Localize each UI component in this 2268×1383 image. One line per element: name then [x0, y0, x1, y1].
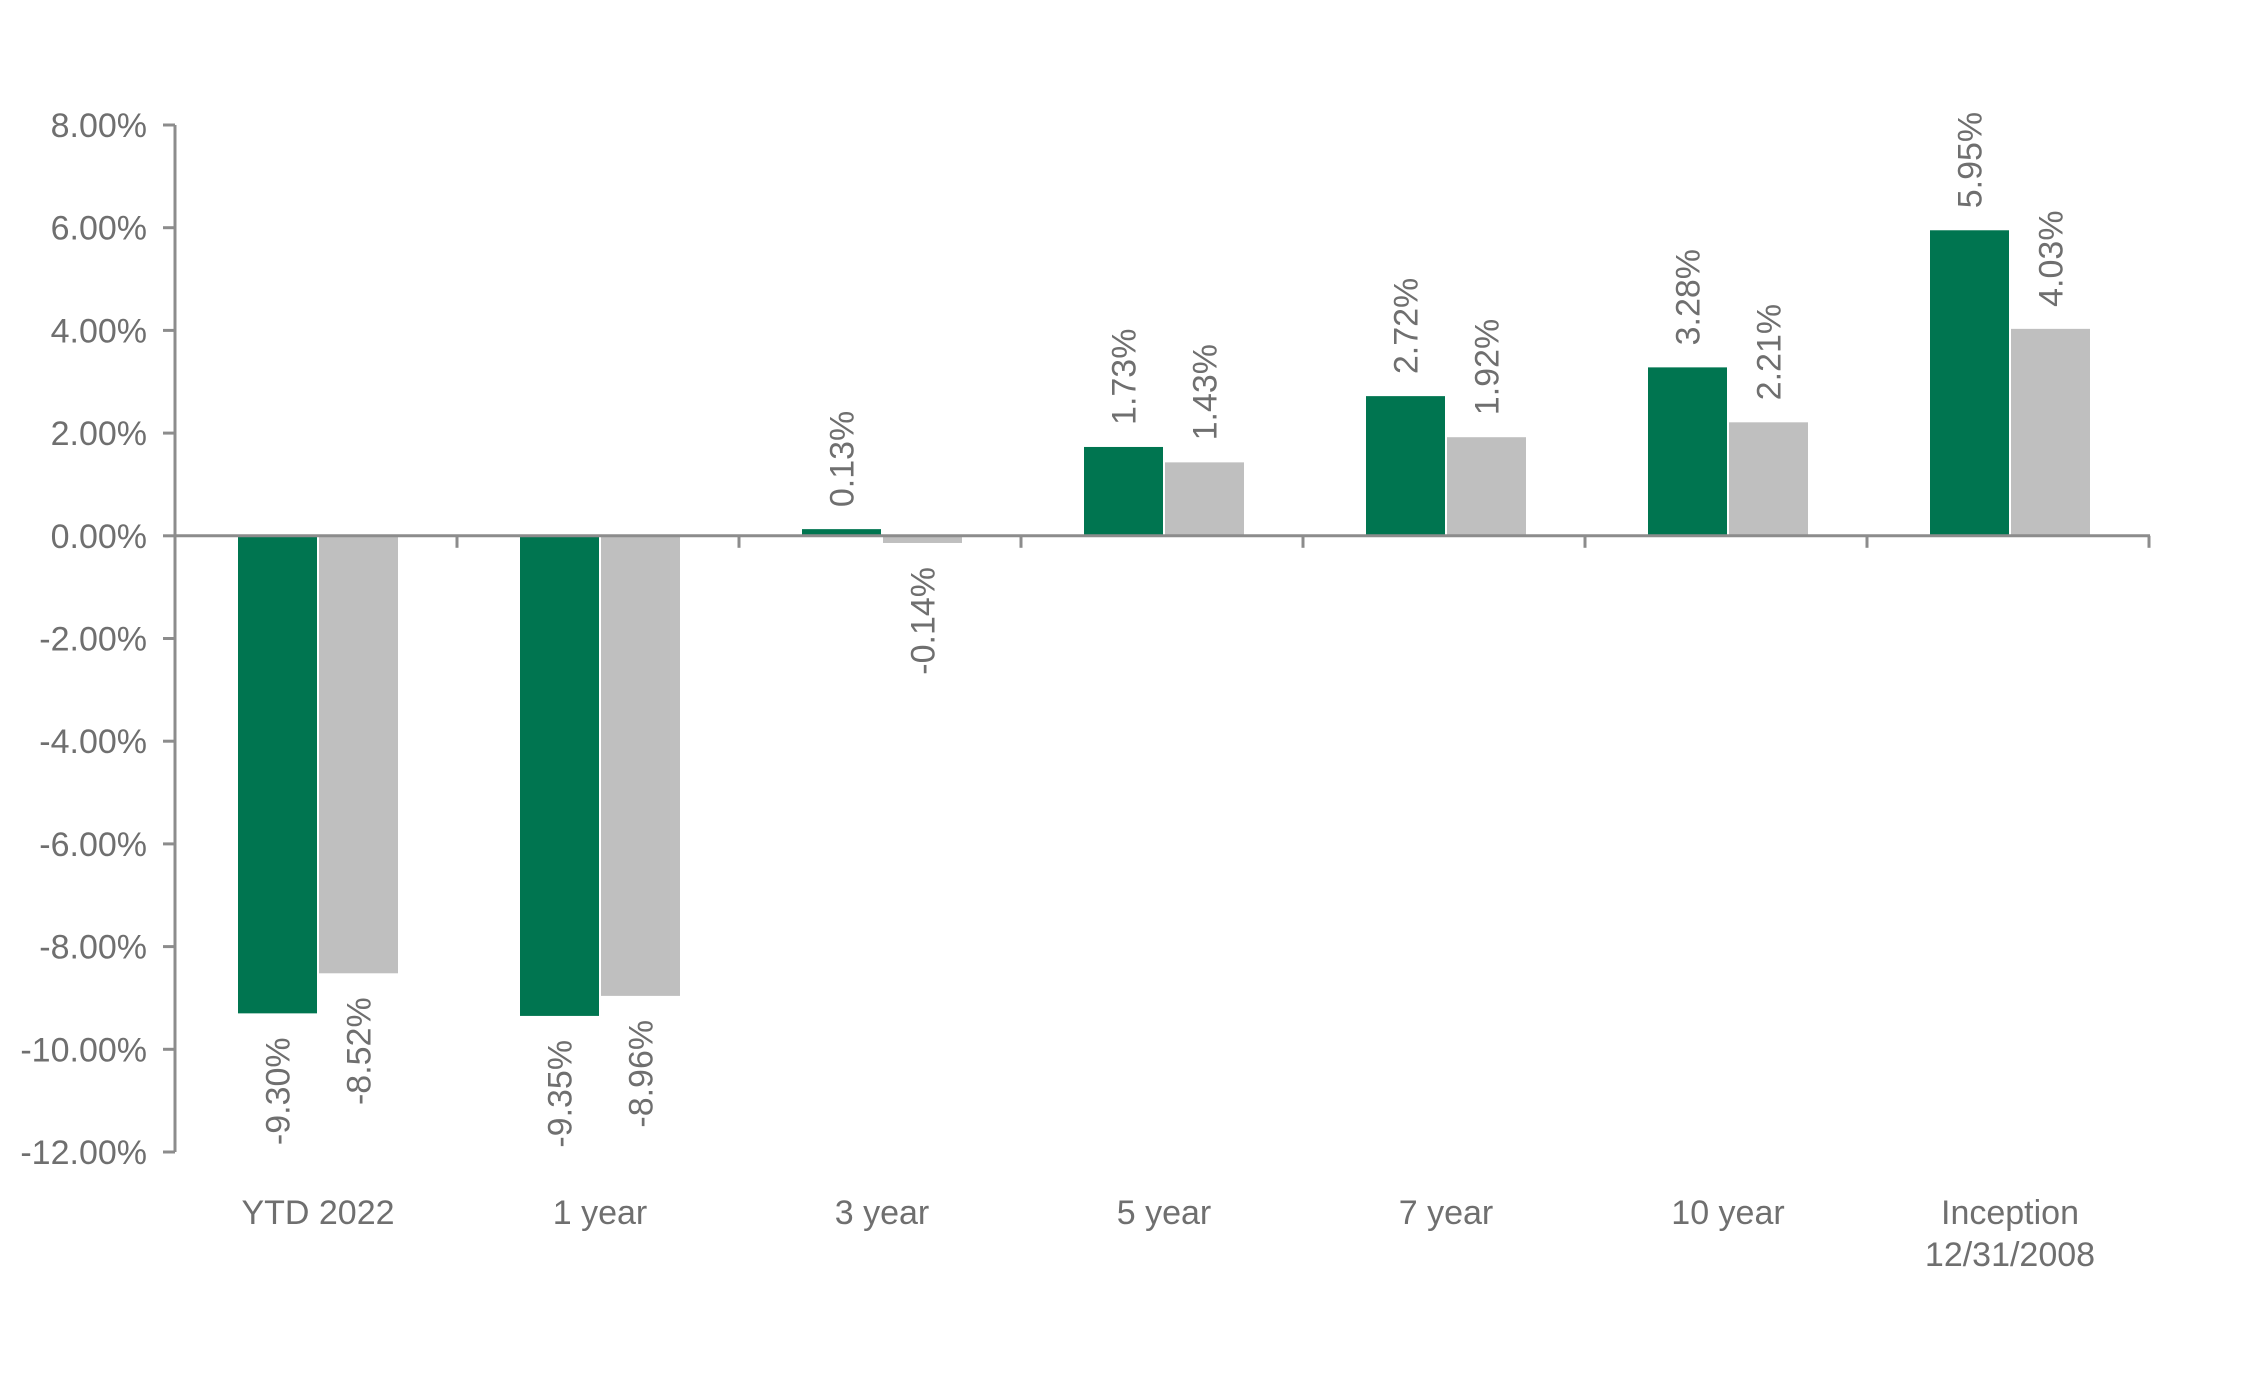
data-labels: -9.30% -9.35% 0.13% 1.73% 2.72% 3.28% 5.95% -8.… [260, 112, 2071, 1148]
bar-s0-5 [1648, 367, 1727, 536]
bar-s0-2 [802, 529, 881, 536]
y-tick-label-8: -8.00% [39, 929, 147, 967]
bar-s0-0 [238, 535, 317, 1014]
bar-s1-1 [601, 535, 680, 996]
axes-group [173, 125, 2151, 1152]
x-category-label-4: 7 year [1399, 1194, 1494, 1232]
data-label-s0-0: -9.30% [260, 1037, 298, 1145]
data-label-s1-0: -8.52% [341, 997, 379, 1105]
data-label-s1-3: 1.43% [1187, 344, 1225, 440]
y-tick-label-4: 0.00% [51, 518, 147, 556]
data-label-s1-2: -0.14% [905, 567, 943, 675]
bar-s1-2 [883, 535, 962, 543]
bar-s1-0 [319, 535, 398, 974]
x-category-label-1: 1 year [553, 1194, 648, 1232]
y-tick-label-2: 4.00% [51, 312, 147, 350]
bars-group [238, 230, 2090, 1016]
x-axis-categories: YTD 2022 1 year 3 year 5 year 7 year 10 year I… [241, 1194, 2095, 1274]
bar-s1-6 [2011, 328, 2090, 536]
x-category-label-2: 3 year [835, 1194, 930, 1232]
data-label-s0-3: 1.73% [1106, 329, 1144, 425]
x-category-label-6-line0: Inception [1941, 1194, 2079, 1232]
bar-s1-4 [1447, 437, 1526, 536]
data-label-s0-1: -9.35% [542, 1040, 580, 1148]
data-label-s1-1: -8.96% [623, 1020, 661, 1128]
data-label-s0-6: 5.95% [1952, 112, 1990, 208]
data-label-s1-5: 2.21% [1751, 304, 1789, 400]
x-category-label-5: 10 year [1671, 1194, 1784, 1232]
data-label-s1-6: 4.03% [2033, 210, 2071, 306]
bar-s0-6 [1930, 230, 2009, 536]
data-label-s1-4: 1.92% [1469, 319, 1507, 415]
y-tick-label-0: 8.00% [51, 107, 147, 145]
y-tick-label-6: -4.00% [39, 723, 147, 761]
bar-s1-5 [1729, 422, 1808, 536]
data-label-s0-4: 2.72% [1388, 278, 1426, 374]
bar-s0-4 [1366, 396, 1445, 536]
data-label-s0-2: 0.13% [824, 411, 862, 507]
x-category-label-0: YTD 2022 [241, 1194, 394, 1232]
y-tick-label-5: -2.00% [39, 621, 147, 659]
bar-s0-3 [1084, 446, 1163, 536]
bar-s1-3 [1165, 462, 1244, 536]
y-tick-label-7: -6.00% [39, 826, 147, 864]
data-label-s0-5: 3.28% [1670, 249, 1708, 345]
x-category-label-3: 5 year [1117, 1194, 1212, 1232]
y-tick-label-10: -12.00% [20, 1134, 147, 1172]
x-category-label-6-line1: 12/31/2008 [1925, 1236, 2095, 1274]
y-tick-label-1: 6.00% [51, 210, 147, 248]
y-axis-ticks: 8.00% 6.00% 4.00% 2.00% 0.00% -2.00% -4.00% -6.… [20, 107, 175, 1172]
y-tick-label-3: 2.00% [51, 415, 147, 453]
bar-s0-1 [520, 535, 599, 1016]
y-tick-label-9: -10.00% [20, 1031, 147, 1069]
